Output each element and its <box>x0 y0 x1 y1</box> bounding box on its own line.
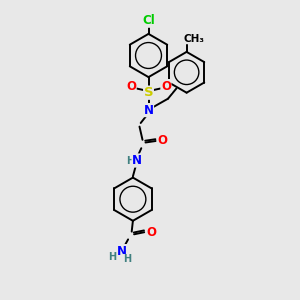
Text: N: N <box>132 154 142 167</box>
Text: Cl: Cl <box>142 14 155 27</box>
Text: N: N <box>143 103 154 117</box>
Text: O: O <box>157 134 167 148</box>
Text: S: S <box>144 86 153 99</box>
Text: O: O <box>161 80 171 93</box>
Text: O: O <box>126 80 136 93</box>
Text: O: O <box>146 226 156 239</box>
Text: H: H <box>126 156 135 167</box>
Text: H: H <box>123 254 131 265</box>
Text: H: H <box>108 252 116 262</box>
Text: CH₃: CH₃ <box>183 34 204 44</box>
Text: N: N <box>117 244 127 258</box>
